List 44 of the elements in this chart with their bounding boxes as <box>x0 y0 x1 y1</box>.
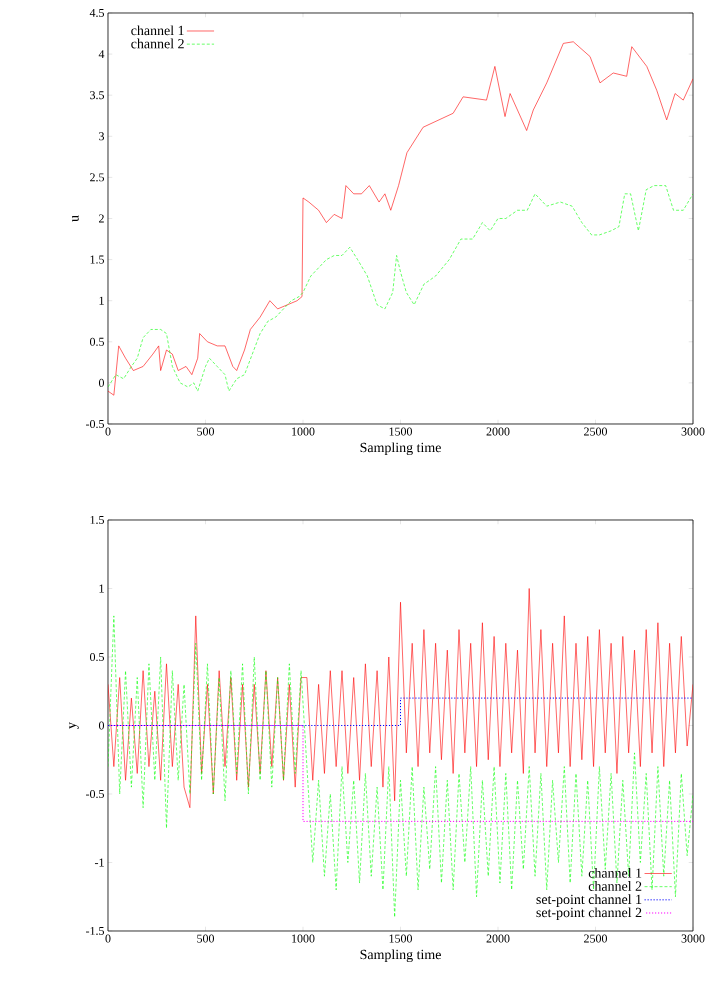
y-tick-label: 0.5 <box>89 652 105 662</box>
x-tick-label: 1000 <box>292 934 315 943</box>
legend-label: channel 2 <box>588 881 642 891</box>
y-tick-label: 3 <box>99 132 105 141</box>
legend-label: channel 1 <box>131 25 184 36</box>
legend-label: channel 1 <box>588 867 642 878</box>
legend-label: channel 2 <box>131 38 184 49</box>
y-tick-label: 0 <box>98 378 105 387</box>
x-tick-label: 3000 <box>681 427 705 436</box>
x-tick-label: 2500 <box>584 427 607 436</box>
x-tick-label: 2000 <box>486 427 510 436</box>
y-tick-label: -0.5 <box>85 789 105 799</box>
x-tick-label: 0 <box>105 934 111 943</box>
y-tick-label: 0 <box>98 721 105 730</box>
y-tick-label: 3.5 <box>90 91 105 100</box>
legend-label: set-point channel 2 <box>536 907 642 921</box>
x-tick-label: 2000 <box>486 934 510 943</box>
line-series <box>108 615 693 918</box>
y-tick-label: 4 <box>98 50 105 59</box>
x-tick-label: 1500 <box>389 427 412 436</box>
y-axis-title: u <box>72 215 79 222</box>
x-tick-label: 500 <box>197 427 215 436</box>
legend-label: set-point channel 1 <box>536 894 642 907</box>
x-axis-title: Sampling time <box>360 949 441 963</box>
x-tick-label: 1000 <box>292 427 315 436</box>
y-tick-label: -0.5 <box>85 419 105 429</box>
y-tick-label: 2 <box>99 214 104 223</box>
y-tick-label: 2.5 <box>90 173 105 182</box>
x-tick-label: 500 <box>197 934 215 943</box>
y-tick-label: -1 <box>94 858 104 867</box>
x-tick-label: 1500 <box>389 934 412 943</box>
x-axis-title: Sampling time <box>360 442 441 456</box>
line-series <box>108 588 693 808</box>
y-tick-label: 1.5 <box>90 515 105 525</box>
x-tick-label: 2500 <box>584 934 607 943</box>
x-tick-label: 3000 <box>681 934 705 943</box>
y-tick-label: 0.5 <box>89 337 105 346</box>
y-tick-label: 1 <box>99 296 104 305</box>
y-axis-title: y <box>69 722 79 729</box>
x-tick-label: 0 <box>105 427 111 436</box>
y-tick-label: 4.5 <box>89 8 105 18</box>
y-tick-label: 1 <box>99 584 104 593</box>
y-tick-label: -1.5 <box>85 926 105 936</box>
y-tick-label: 1.5 <box>90 255 105 264</box>
